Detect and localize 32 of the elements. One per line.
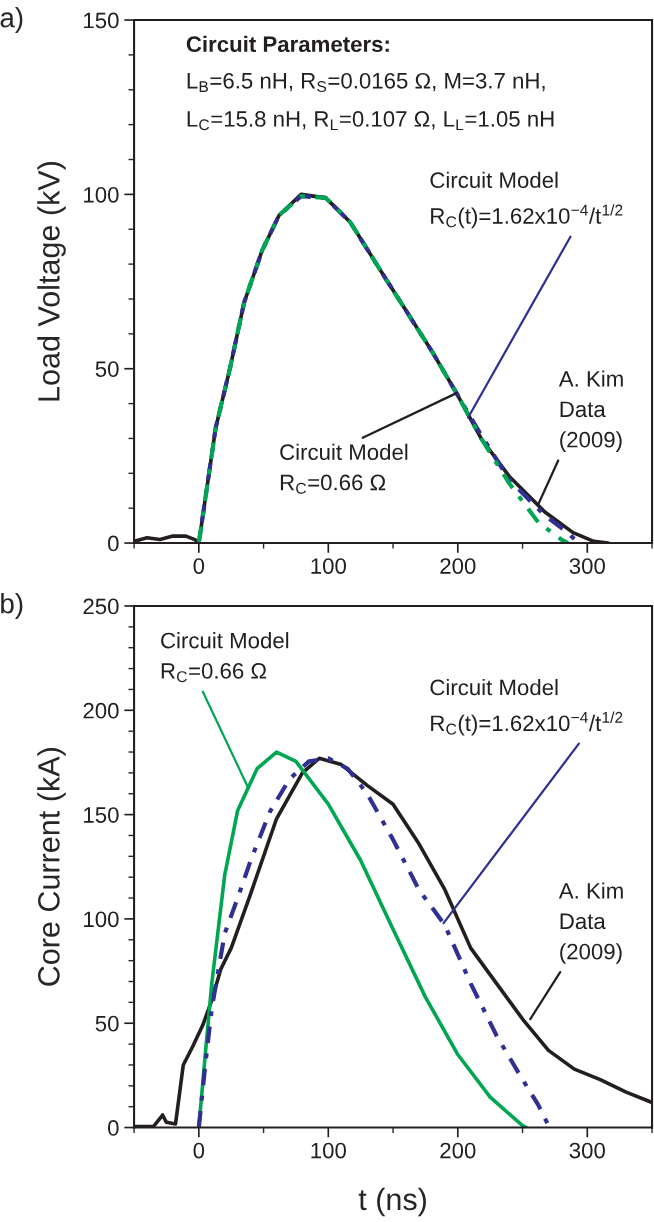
x-tick-label: 100 <box>311 1142 346 1159</box>
x-tick-label: 100 <box>311 558 346 574</box>
y-tick-label: 0 <box>108 535 119 552</box>
annotation: Circuit Model R$_{C}$=0.66 Ω <box>280 443 408 494</box>
annotation: Circuit Model R$_{C}$(t)=1.62x10$^{−4}$/t$^{1/2}$ <box>430 171 623 229</box>
y-axis-title: Core Current (kA) <box>37 748 66 986</box>
y-tick-label: 100 <box>84 186 119 203</box>
x-axis-title: t (ns) <box>358 1187 426 1217</box>
y-tick-label: 100 <box>84 911 119 928</box>
x-tick-label: 300 <box>569 1142 605 1159</box>
y-axis-title: Load Voltage (kV) <box>37 161 66 401</box>
y-tick-label: 250 <box>83 598 119 615</box>
annotation: L$_{B}$=6.5 nH, R$_{S}$=0.0165 Ω, M=3.7 nH, <box>187 72 545 93</box>
y-tick-label: 200 <box>83 702 119 719</box>
annotation: A. Kim Data (2009) <box>558 370 623 452</box>
y-tick-label: 150 <box>84 807 119 823</box>
x-tick-label: 200 <box>440 558 476 574</box>
annotation: Circuit Model R$_{C}$=0.66 Ω <box>161 632 289 683</box>
x-tick-label: 0 <box>193 1142 205 1159</box>
annotation: A. Kim Data (2009) <box>558 882 623 964</box>
y-tick-label: 150 <box>84 12 119 29</box>
x-tick-label: 300 <box>569 558 605 574</box>
y-tick-label: 50 <box>95 1015 119 1032</box>
chart-title: a) <box>0 7 23 33</box>
chart-title: b) <box>1 593 23 619</box>
x-tick-label: 200 <box>440 1142 476 1159</box>
x-tick-label: 0 <box>193 558 205 574</box>
annotation: Circuit Model R$_{C}$(t)=1.62x10$^{−4}$/t$^{1/2}$ <box>430 679 623 736</box>
y-tick-label: 0 <box>108 1120 119 1136</box>
annotation: Circuit Parameters: <box>186 35 389 53</box>
y-tick-label: 50 <box>95 361 119 377</box>
annotation: L$_{C}$=15.8 nH, R$_{L}$=0.107 Ω, L$_{L}$=1.05 nH <box>187 111 554 131</box>
